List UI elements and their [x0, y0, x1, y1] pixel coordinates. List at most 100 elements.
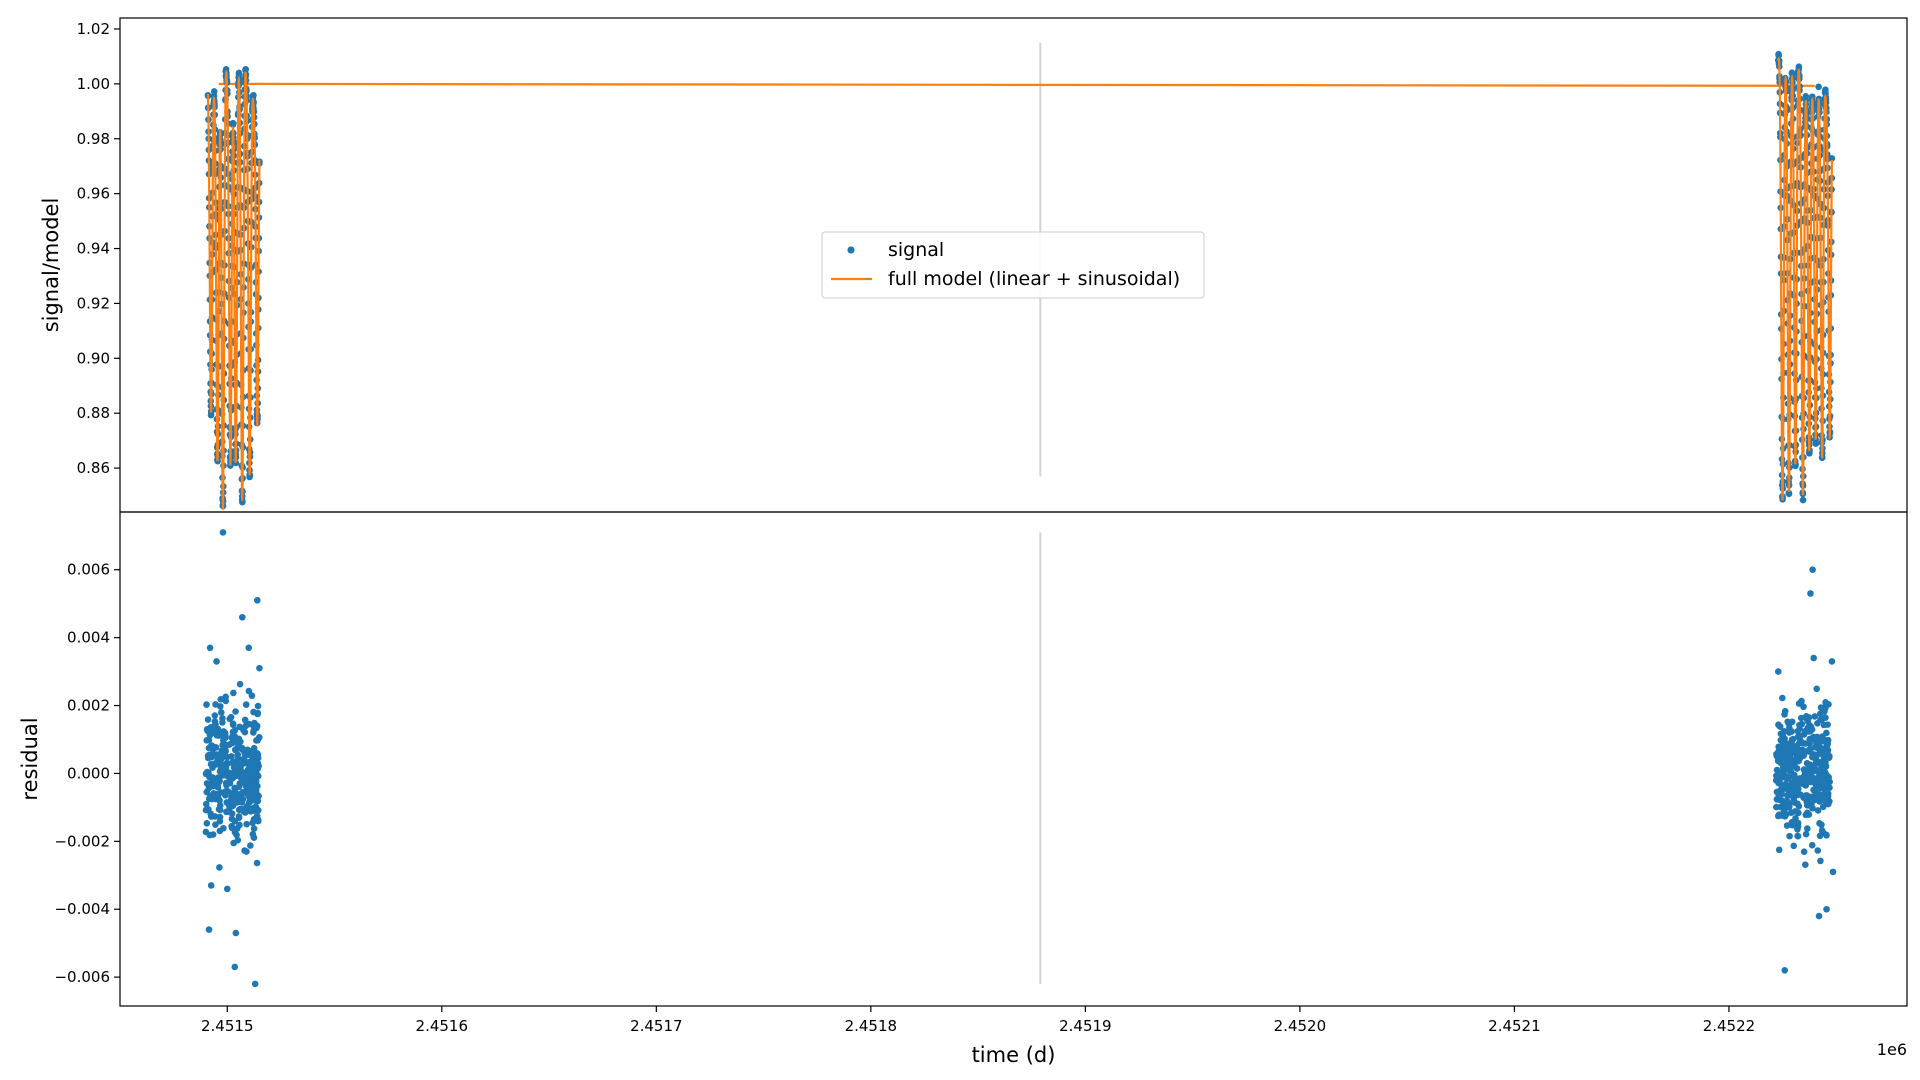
residual-point — [219, 715, 226, 722]
residual-point — [203, 701, 210, 708]
signal-point — [1809, 93, 1816, 101]
residual-point — [1807, 772, 1815, 779]
x-tick-label: 2.4519 — [1059, 1017, 1112, 1035]
residual-point — [248, 806, 256, 813]
residual-point — [254, 702, 262, 710]
residual-point — [1813, 744, 1821, 752]
x-tick-label: 2.4521 — [1488, 1017, 1541, 1035]
residual-point — [1781, 967, 1789, 974]
residual-point — [1819, 775, 1826, 783]
residual-point — [1818, 827, 1826, 834]
residual-point — [1796, 775, 1804, 782]
residual-point — [204, 727, 211, 734]
residual-point — [1783, 775, 1791, 783]
residual-point — [254, 736, 261, 744]
residual-point — [247, 842, 254, 849]
residual-point — [251, 980, 259, 988]
top-y-tick-label: 0.92 — [77, 294, 110, 312]
signal-point — [250, 91, 257, 99]
residual-point — [254, 806, 262, 814]
residual-point — [223, 782, 230, 789]
residual-point — [1821, 784, 1828, 792]
residual-point — [1810, 733, 1818, 741]
bottom-axes-frame — [119, 511, 1908, 1007]
residual-point — [1798, 720, 1806, 728]
residual-point — [1795, 802, 1803, 810]
top-plot-area — [204, 42, 1836, 510]
legend: signal full model (linear + sinusoidal) — [821, 231, 1205, 299]
signal-point — [1812, 439, 1820, 447]
residual-point — [1819, 803, 1827, 811]
residual-point — [1802, 830, 1810, 838]
residual-point — [225, 808, 232, 815]
bottom-plot-area — [202, 529, 1837, 988]
residual-point — [1772, 777, 1780, 784]
signal-point — [1799, 496, 1807, 504]
signal-point — [242, 65, 249, 73]
residual-point — [232, 708, 239, 715]
residual-point — [1790, 842, 1798, 850]
residual-point — [236, 680, 244, 688]
residual-point — [252, 794, 259, 801]
residual-point — [216, 813, 224, 821]
residual-point — [1823, 905, 1830, 913]
residual-point — [250, 825, 258, 832]
residual-point — [1786, 752, 1794, 760]
x-ticks: 2.4515 2.4516 2.4517 2.4518 2.4519 2.4520 2.45… — [201, 1006, 1755, 1035]
residual-point — [1813, 751, 1821, 759]
residual-point — [230, 735, 237, 742]
residual-point — [1781, 757, 1788, 765]
residual-point — [231, 963, 239, 971]
residual-point — [238, 769, 246, 777]
residual-point — [229, 791, 236, 799]
signal-point — [235, 71, 243, 78]
residual-point — [1813, 685, 1821, 693]
signal-point — [232, 459, 240, 467]
residual-point — [1809, 566, 1816, 574]
top-panel: 0.86 0.88 0.90 0.92 0.94 0.96 0.98 1.00 1.02 sig… — [39, 17, 1908, 513]
residual-point — [1791, 775, 1799, 783]
residual-point — [250, 727, 258, 734]
residual-point — [1780, 808, 1788, 815]
residual-point — [1778, 797, 1786, 804]
residual-point — [235, 797, 242, 805]
x-tick-label: 2.4517 — [630, 1017, 683, 1035]
residual-point — [225, 801, 233, 809]
residual-point — [1829, 868, 1837, 876]
residual-point — [240, 776, 248, 784]
residual-point — [217, 695, 225, 703]
residual-point — [248, 762, 256, 770]
residual-point — [1816, 766, 1824, 774]
top-y-tick-label: 1.00 — [77, 75, 110, 93]
residual-point — [221, 729, 229, 737]
residual-point — [236, 821, 243, 829]
residual-point — [1773, 803, 1780, 811]
residual-point — [228, 753, 235, 760]
residual-point — [217, 709, 225, 716]
residual-point — [1816, 819, 1823, 827]
top-y-tick-label: 1.02 — [77, 20, 110, 38]
x-tick-label: 2.4515 — [201, 1017, 254, 1035]
residual-point — [202, 770, 210, 778]
residual-point — [219, 529, 227, 536]
legend-label-model: full model (linear + sinusoidal) — [888, 268, 1180, 290]
residual-point — [1805, 766, 1812, 774]
residual-point — [1794, 832, 1801, 840]
bottom-y-tick-label: 0.000 — [67, 764, 110, 782]
residual-point — [1802, 861, 1809, 868]
top-y-tick-label: 0.88 — [77, 404, 110, 422]
x-axis-label: time (d) — [972, 1043, 1056, 1067]
residual-point — [249, 830, 257, 838]
residual-point — [245, 687, 253, 695]
residual-point — [1793, 785, 1800, 792]
residual-point — [1794, 727, 1802, 735]
residual-point — [1773, 796, 1781, 803]
residual-point — [253, 859, 261, 867]
residual-point — [241, 716, 249, 724]
residual-point — [1815, 758, 1823, 766]
residual-point — [210, 790, 217, 797]
x-tick-label: 2.4518 — [845, 1017, 898, 1035]
residual-point — [209, 729, 217, 737]
residual-point — [1822, 759, 1829, 766]
residual-point — [1774, 812, 1782, 820]
